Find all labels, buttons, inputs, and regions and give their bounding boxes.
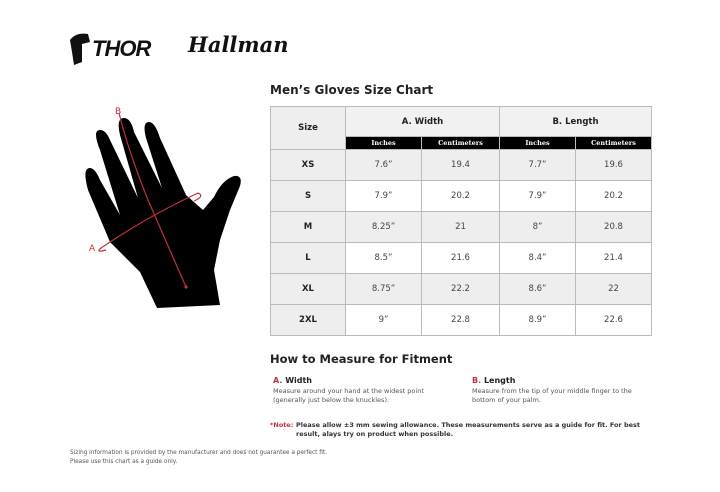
- cell-l-cm: 22: [575, 273, 652, 305]
- cell-size: XL: [270, 273, 346, 305]
- width-header: A. Width: [345, 106, 500, 137]
- table-row: XS 7.6” 19.4 7.7” 19.6: [270, 149, 652, 181]
- cell-size: L: [270, 242, 346, 274]
- cell-size: XS: [270, 149, 346, 181]
- note: *Note: Please allow ±3 mm sewing allowan…: [270, 421, 641, 438]
- size-table: Size A. Width B. Length Inches Centimete…: [270, 106, 652, 336]
- cell-l-cm: 20.8: [575, 211, 652, 243]
- cell-l-cm: 20.2: [575, 180, 652, 212]
- hallman-logo: Hallman: [188, 32, 289, 57]
- table-row: XL 8.75” 22.2 8.6” 22: [270, 273, 652, 305]
- cell-w-cm: 20.2: [421, 180, 500, 212]
- width-line: [100, 192, 202, 249]
- length-line: [118, 112, 187, 288]
- cell-w-cm: 21.6: [421, 242, 500, 274]
- chart-title: Men’s Gloves Size Chart: [270, 83, 434, 97]
- cell-w-in: 8.75”: [345, 273, 422, 305]
- cell-size: 2XL: [270, 304, 346, 336]
- cell-size: M: [270, 211, 346, 243]
- table-row: L 8.5” 21.6 8.4” 21.4: [270, 242, 652, 274]
- size-header: Size: [270, 106, 346, 150]
- unit-header: Inches: [345, 136, 422, 150]
- table-row: S 7.9” 20.2 7.9” 20.2: [270, 180, 652, 212]
- cell-l-in: 8”: [499, 211, 576, 243]
- table-row: 2XL 9” 22.8 8.9” 22.6: [270, 304, 652, 336]
- cell-w-in: 8.25”: [345, 211, 422, 243]
- cell-size: S: [270, 180, 346, 212]
- cell-w-cm: 19.4: [421, 149, 500, 181]
- cell-l-in: 8.6”: [499, 273, 576, 305]
- unit-header: Centimeters: [575, 136, 652, 150]
- cell-w-in: 8.5”: [345, 242, 422, 274]
- hand-silhouette: [85, 118, 241, 308]
- cell-l-cm: 19.6: [575, 149, 652, 181]
- cell-l-in: 7.9”: [499, 180, 576, 212]
- cell-w-cm: 21: [421, 211, 500, 243]
- cell-w-in: 9”: [345, 304, 422, 336]
- cell-l-cm: 22.6: [575, 304, 652, 336]
- label-a: A: [89, 244, 96, 254]
- cell-l-in: 8.4”: [499, 242, 576, 274]
- cell-l-cm: 21.4: [575, 242, 652, 274]
- length-instruction: B. Length Measure from the tip of your m…: [472, 376, 632, 404]
- cell-l-in: 7.7”: [499, 149, 576, 181]
- unit-header: Inches: [499, 136, 576, 150]
- thor-helmet-icon: [70, 33, 90, 65]
- cell-w-cm: 22.8: [421, 304, 500, 336]
- length-header: B. Length: [499, 106, 652, 137]
- disclaimer: Sizing information is provided by the ma…: [70, 450, 328, 465]
- cell-w-in: 7.9”: [345, 180, 422, 212]
- label-b: B: [115, 107, 121, 117]
- cell-l-in: 8.9”: [499, 304, 576, 336]
- cell-w-cm: 22.2: [421, 273, 500, 305]
- cell-w-in: 7.6”: [345, 149, 422, 181]
- table-row: M 8.25” 21 8” 20.8: [270, 211, 652, 243]
- width-instruction: A. Width Measure around your hand at the…: [273, 376, 424, 404]
- unit-header: Centimeters: [421, 136, 500, 150]
- measure-title: How to Measure for Fitment: [270, 352, 453, 366]
